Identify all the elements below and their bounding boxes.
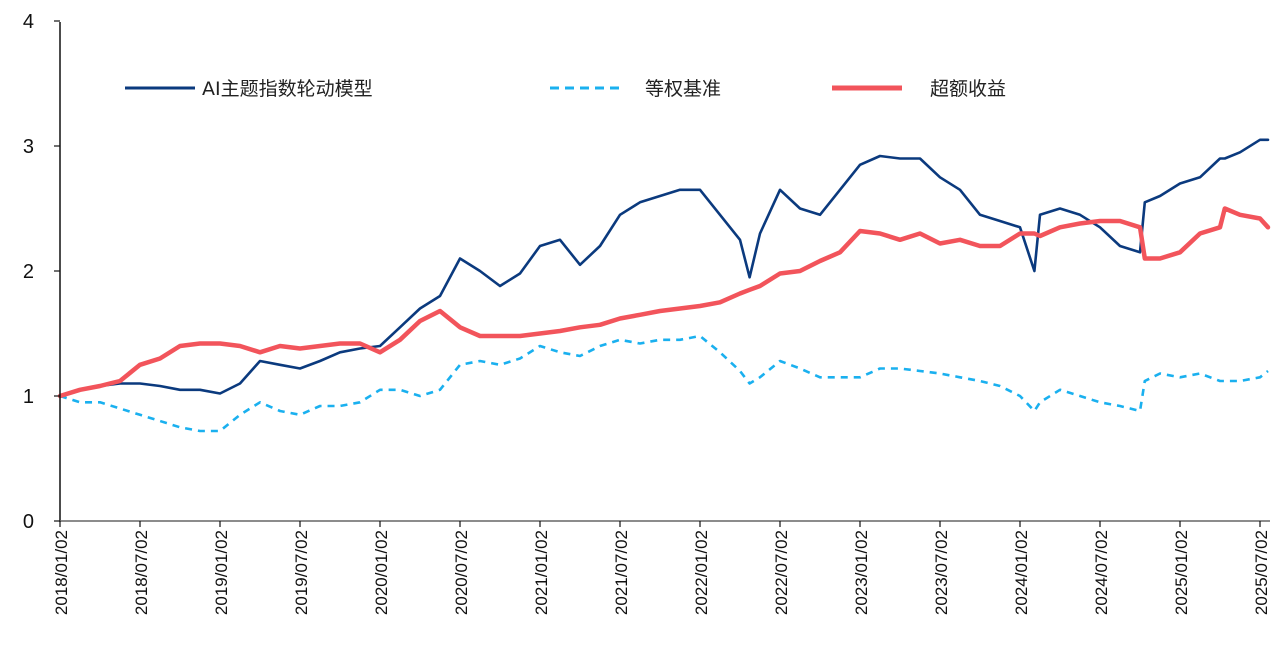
legend-item-excess: 超额收益 (832, 78, 1006, 100)
series-line-0 (58, 138, 1270, 398)
legend-label-excess: 超额收益 (930, 78, 1006, 100)
x-tick-label: 2025/07/02 (1252, 530, 1271, 615)
y-tick-label: 3 (23, 136, 34, 158)
legend-item-benchmark: 等权基准 (550, 78, 721, 100)
x-tick-label: 2023/07/02 (932, 530, 951, 615)
x-tick-label: 2018/01/02 (52, 530, 71, 615)
legend-label-benchmark: 等权基准 (645, 78, 721, 100)
series-line-2 (57, 206, 1271, 399)
y-tick-label: 0 (23, 511, 34, 533)
x-ticks: 2018/01/02 2018/07/02 2019/01/02 2019/07/02… (52, 521, 1271, 615)
x-tick-label: 2020/07/02 (452, 530, 471, 615)
x-tick-label: 2024/07/02 (1092, 530, 1111, 615)
x-tick-label: 2019/01/02 (212, 530, 231, 615)
axes (59, 22, 1270, 522)
x-tick-label: 2022/07/02 (772, 530, 791, 615)
y-tick-label: 4 (23, 11, 34, 33)
legend-item-model: AI主题指数轮动模型 (125, 78, 373, 100)
y-ticks: 0 1 2 3 4 (23, 11, 60, 533)
series-layer (57, 138, 1271, 433)
x-tick-label: 2019/07/02 (292, 530, 311, 615)
x-tick-label: 2023/01/02 (852, 530, 871, 615)
x-tick-label: 2025/01/02 (1172, 530, 1191, 615)
x-tick-label: 2018/07/02 (132, 530, 151, 615)
y-tick-label: 2 (23, 261, 34, 283)
x-tick-label: 2020/01/02 (372, 530, 391, 615)
x-tick-label: 2021/07/02 (612, 530, 631, 615)
x-tick-label: 2021/01/02 (532, 530, 551, 615)
x-tick-label: 2024/01/02 (1012, 530, 1031, 615)
x-tick-label: 2022/01/02 (692, 530, 711, 615)
legend: AI主题指数轮动模型 等权基准 超额收益 (125, 78, 1006, 100)
y-tick-label: 1 (23, 386, 34, 408)
legend-label-model: AI主题指数轮动模型 (202, 78, 373, 100)
